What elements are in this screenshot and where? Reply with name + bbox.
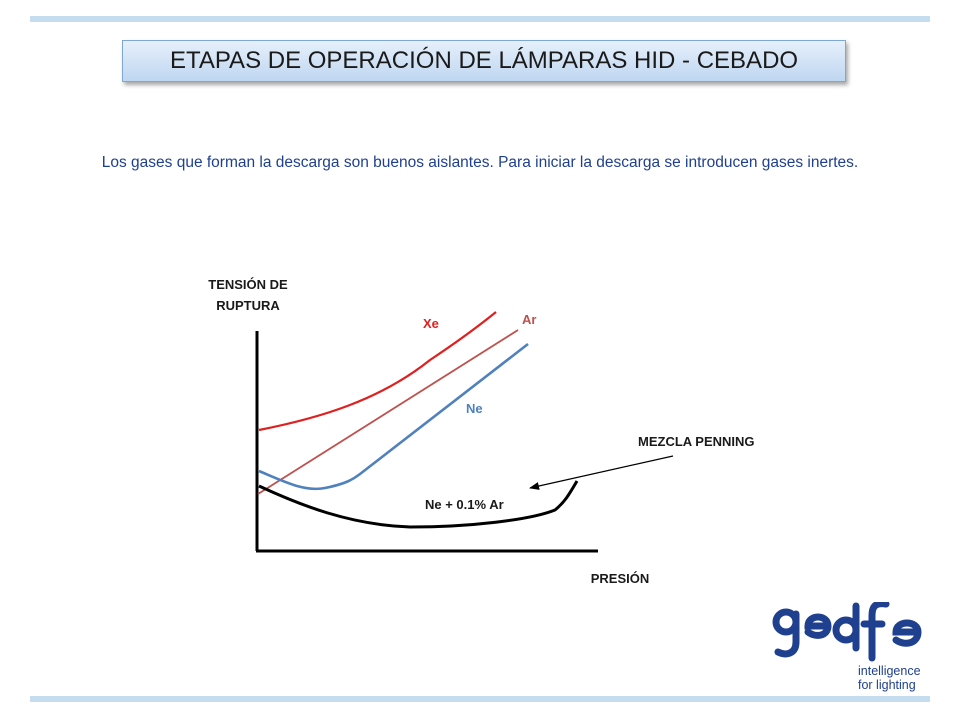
subtitle-text: Los gases que forman la descarga son bue… (101, 154, 859, 171)
label-xe: Xe (423, 316, 439, 331)
annotation-arrow (529, 455, 674, 490)
curve-ar (257, 329, 519, 495)
top-divider (30, 16, 930, 22)
gedfe-logo: intelligence for lighting (770, 600, 930, 692)
bottom-divider (30, 696, 930, 702)
logo-tagline-line2: for lighting (858, 678, 916, 692)
gedfe-logo-mark (772, 600, 922, 662)
y-axis-label-line1: TENSIÓN DE (208, 277, 288, 292)
curve-ne-ar-mix (258, 480, 579, 529)
annotation-penning: MEZCLA PENNING (638, 434, 755, 449)
logo-tagline-line1: intelligence (858, 664, 921, 678)
page-title: ETAPAS DE OPERACIÓN DE LÁMPARAS HID - CE… (122, 40, 846, 82)
curve-ne (258, 342, 529, 491)
label-ne-ar-mix: Ne + 0.1% Ar (425, 497, 504, 512)
x-axis-label: PRESIÓN (591, 571, 650, 586)
label-ne: Ne (466, 401, 483, 416)
curve-xe (258, 311, 497, 432)
y-axis-label-line2: RUPTURA (216, 298, 280, 313)
label-ar: Ar (522, 312, 536, 327)
logo-tagline: intelligence for lighting (858, 664, 921, 692)
